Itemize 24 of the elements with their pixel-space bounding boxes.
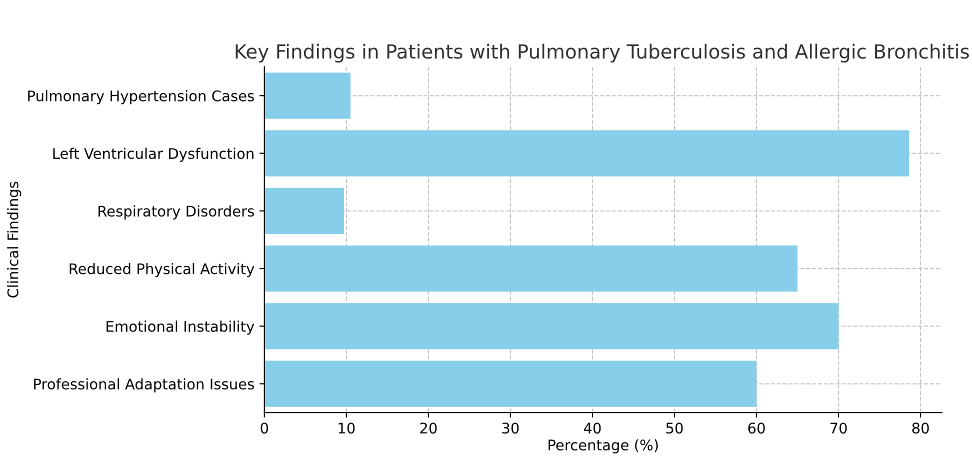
y-tick-label: Emotional Instability <box>106 320 254 335</box>
y-tick-label: Left Ventricular Dysfunction <box>53 148 254 162</box>
x-tick-label: 0 <box>260 422 268 434</box>
bar <box>264 360 757 407</box>
chart-title: Key Findings in Patients with Pulmonary Tuberculosis and Allergic Bronchitis <box>236 44 969 63</box>
x-tick-label: 80 <box>912 422 929 434</box>
x-tick-label: 70 <box>830 422 847 434</box>
x-tick-label: 20 <box>420 422 437 434</box>
x-axis-title: Percentage (%) <box>548 439 658 454</box>
x-tick-label: 60 <box>748 422 765 434</box>
x-tick-label: 10 <box>338 422 355 434</box>
bar <box>264 72 351 119</box>
y-tick-label: Pulmonary Hypertension Cases <box>28 90 254 104</box>
y-tick-label: Reduced Physical Activity <box>70 262 254 278</box>
bar <box>264 303 839 350</box>
bar <box>264 130 910 176</box>
y-tick-label: Professional Adaptation Issues <box>34 378 254 392</box>
x-tick-label: 40 <box>584 422 601 434</box>
bar <box>264 245 798 292</box>
bar <box>264 188 344 234</box>
x-tick-label: 30 <box>502 422 519 434</box>
y-axis-title: Clinical Findings <box>7 182 22 298</box>
y-tick-label: Respiratory Disorders <box>98 205 254 220</box>
x-tick-label: 50 <box>666 422 683 434</box>
